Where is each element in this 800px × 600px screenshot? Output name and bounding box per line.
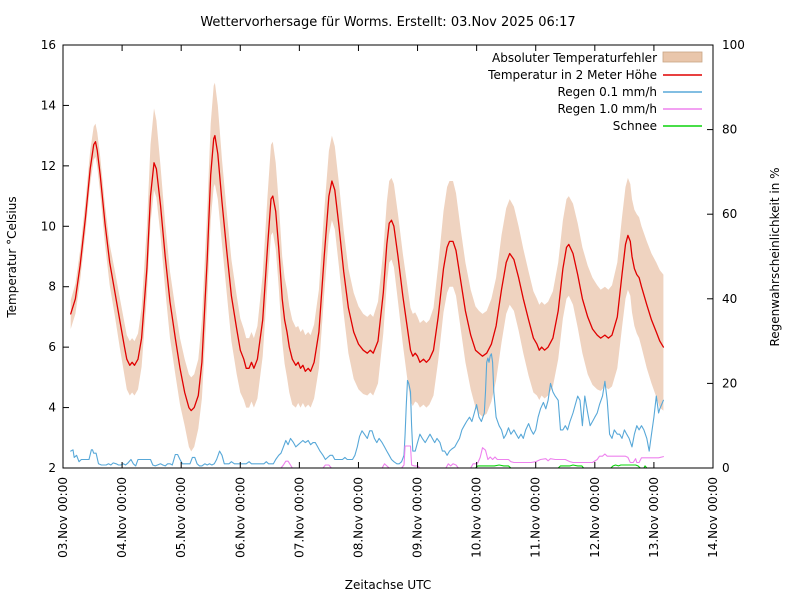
y-right-tick-label: 40 xyxy=(722,292,737,306)
temperature-error-band xyxy=(70,82,664,452)
legend-item-rain-10-label: Regen 1.0 mm/h xyxy=(557,102,657,116)
rain-01-line xyxy=(70,353,664,467)
x-tick-label: 09.Nov 00:00 xyxy=(411,477,425,558)
y-right-tick-label: 0 xyxy=(722,461,730,475)
legend-item-rain-01-label: Regen 0.1 mm/h xyxy=(557,85,657,99)
x-tick-label: 10.Nov 00:00 xyxy=(470,477,484,558)
x-tick-label: 12.Nov 00:00 xyxy=(588,477,602,558)
y-axis-label-right: Regenwahrscheinlichkeit in % xyxy=(768,167,782,346)
x-tick-label: 04.Nov 00:00 xyxy=(115,477,129,558)
y-right-tick-label: 100 xyxy=(722,38,745,52)
y-left-tick-label: 10 xyxy=(41,219,56,233)
legend-item-snow-label: Schnee xyxy=(613,119,657,133)
y-left-tick-label: 14 xyxy=(41,98,56,112)
chart-title: Wettervorhersage für Worms. Erstellt: 03… xyxy=(200,15,575,30)
legend-item-temperature-label: Temperatur in 2 Meter Höhe xyxy=(487,68,657,82)
x-tick-label: 03.Nov 00:00 xyxy=(56,477,70,558)
y-left-tick-label: 6 xyxy=(48,340,56,354)
x-tick-label: 13.Nov 00:00 xyxy=(647,477,661,558)
x-tick-label: 07.Nov 00:00 xyxy=(292,477,306,558)
y-left-tick-label: 12 xyxy=(41,159,56,173)
x-axis-label: Zeitachse UTC xyxy=(345,578,431,592)
legend-item-temp-error-swatch xyxy=(662,51,703,63)
x-tick-label: 06.Nov 00:00 xyxy=(233,477,247,558)
x-tick-label: 08.Nov 00:00 xyxy=(351,477,365,558)
y-left-tick-label: 16 xyxy=(41,38,56,52)
y-right-tick-label: 80 xyxy=(722,123,737,137)
y-left-tick-label: 4 xyxy=(48,401,56,415)
y-right-tick-label: 20 xyxy=(722,376,737,390)
rain-10-line xyxy=(280,445,664,469)
y-axis-label-left: Temperatur °Celsius xyxy=(5,196,19,318)
y-left-tick-label: 8 xyxy=(48,280,56,294)
x-tick-label: 11.Nov 00:00 xyxy=(529,477,543,558)
legend-item-temp-error-label: Absoluter Temperaturfehler xyxy=(492,51,657,65)
snow-line xyxy=(474,464,648,469)
plot-area: 03.Nov 00:00 04.Nov 00:00 05.Nov 00:00 06.N… xyxy=(41,38,745,558)
x-tick-label: 14.Nov 00:00 xyxy=(706,477,720,558)
x-tick-label: 05.Nov 00:00 xyxy=(174,477,188,558)
y-right-tick-label: 60 xyxy=(722,207,737,221)
plot-border xyxy=(62,44,714,469)
temperature-line xyxy=(70,134,665,412)
y-left-tick-label: 2 xyxy=(48,461,56,475)
